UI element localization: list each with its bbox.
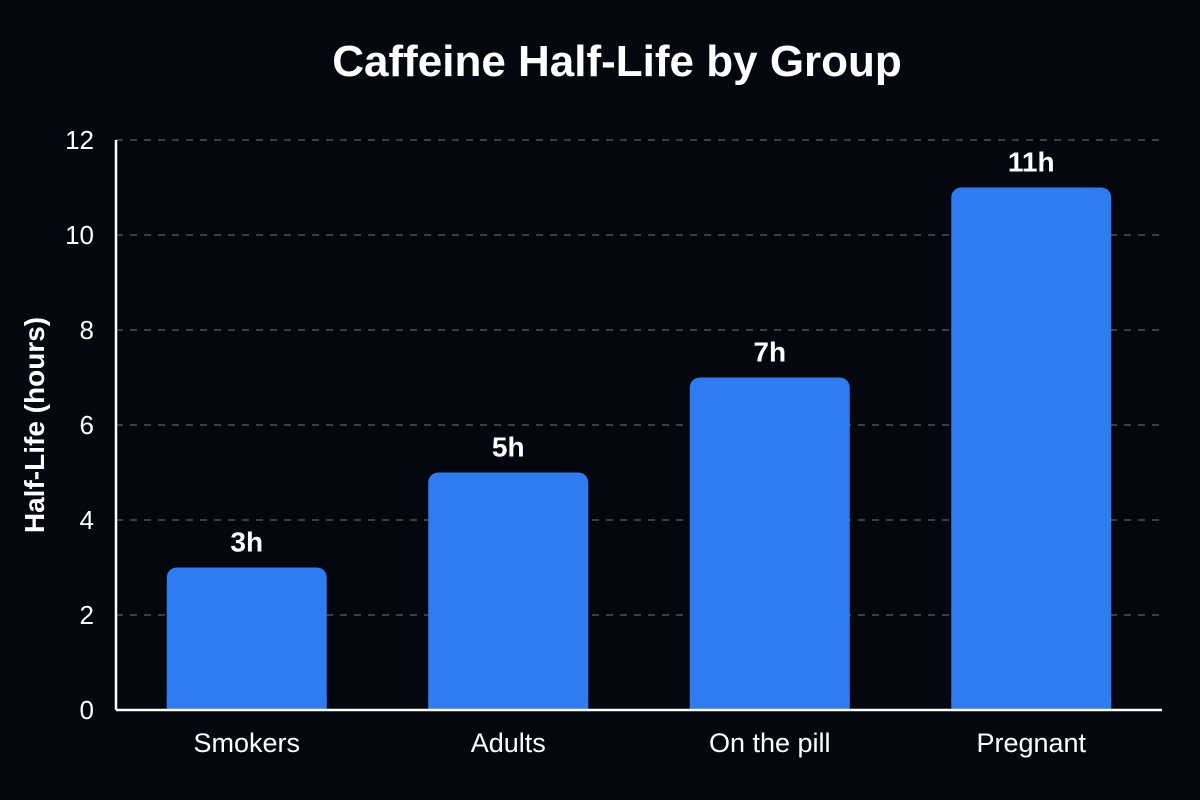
bar-adults [428,472,589,710]
y-axis-ticks: 0 2 4 6 8 10 12 [65,125,94,725]
bars [166,187,1112,710]
y-tick-label: 6 [80,410,94,440]
chart-title: Caffeine Half-Life by Group [332,37,902,86]
bar-base [166,698,327,710]
bar-base [951,698,1112,710]
y-tick-label: 10 [65,220,94,250]
bar-pregnant [951,187,1112,710]
x-tick-label: Adults [471,728,546,758]
bar-base [689,698,850,710]
data-label: 3h [230,527,263,558]
y-tick-label: 12 [65,125,94,155]
y-tick-label: 2 [80,600,94,630]
x-tick-label: On the pill [709,728,831,758]
x-tick-label: Smokers [193,728,300,758]
data-label: 11h [1008,147,1055,178]
data-labels: 3h 5h 7h 11h [230,147,1054,558]
y-tick-label: 8 [80,315,94,345]
bar-base [428,698,589,710]
x-axis-ticks: Smokers Adults On the pill Pregnant [193,728,1086,758]
data-label: 5h [492,432,525,463]
data-label: 7h [753,337,786,368]
bar-smokers [166,567,327,710]
bar-on-the-pill [689,377,850,710]
y-tick-label: 0 [80,695,94,725]
y-tick-label: 4 [80,505,94,535]
x-tick-label: Pregnant [976,728,1086,758]
y-axis-label: Half-Life (hours) [19,317,50,533]
